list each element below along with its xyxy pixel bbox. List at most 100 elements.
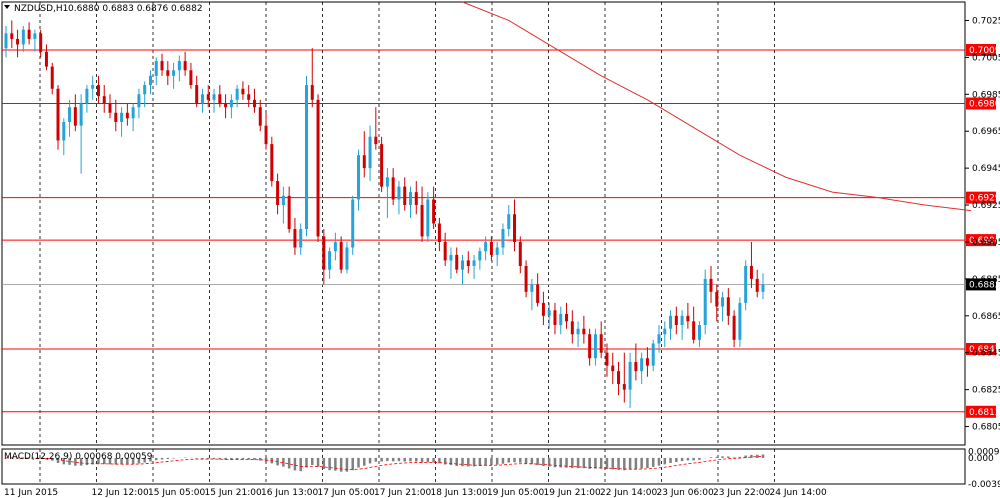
level-tag-label: 0.6929 [969, 194, 1000, 204]
candle-body [316, 99, 320, 237]
candle-body [154, 61, 158, 76]
candle-body [455, 254, 459, 270]
candle-body [68, 107, 72, 122]
level-tag-label: 0.6847 [969, 345, 1000, 355]
ohlc-label: 0.6880 0.6883 0.6876 0.6882 [68, 4, 203, 14]
chart-header: NZDUSD,H1 0.6880 0.6883 0.6876 0.6882 [4, 4, 203, 14]
candle-body [304, 85, 308, 230]
candle-body [697, 325, 701, 340]
candle-body [235, 88, 239, 100]
candle-body [148, 75, 152, 86]
main-frame [1, 1, 966, 446]
level-tag [966, 234, 996, 247]
y-tick-label: 0.6845 [972, 349, 1000, 359]
candle-body [39, 33, 43, 52]
candle-body [252, 99, 256, 108]
candle-body [414, 192, 418, 206]
level-tag [966, 343, 996, 356]
candle-body [241, 88, 245, 95]
candle-body [143, 85, 147, 95]
candle-body [258, 107, 262, 126]
x-tick-label: 15 Jun 05:00 [148, 488, 205, 498]
y-tick-label: 0.6985 [972, 90, 1000, 100]
candle-body [507, 214, 511, 230]
macd-tick-label: 0.00096 [968, 448, 1000, 458]
candle-body [461, 260, 465, 270]
x-tick-label: 16 Jun 13:00 [261, 488, 318, 498]
candle-body [721, 297, 725, 307]
candle-body [172, 70, 176, 76]
candle-body [495, 247, 499, 255]
moving-average [462, 1, 972, 212]
candle-body [229, 99, 233, 108]
candle-body [183, 61, 187, 71]
candle-body [102, 96, 106, 104]
candle-body [628, 361, 632, 390]
macd-tick-label: -0.00395 [968, 480, 1000, 490]
symbol-label: NZDUSD,H1 [14, 4, 68, 14]
candle-body [472, 260, 476, 266]
candle-body [287, 195, 291, 230]
candle-body [449, 254, 453, 261]
dropdown-triangle-icon[interactable] [4, 5, 10, 9]
y-tick-label: 0.7005 [972, 53, 1000, 63]
candle-body [518, 241, 522, 266]
candle-body [281, 195, 285, 206]
candle-body [62, 121, 66, 141]
candle-body [749, 265, 753, 279]
y-tick-label: 0.6905 [972, 238, 1000, 248]
x-tick-label: 22 Jun 14:00 [600, 488, 657, 498]
candle-body [91, 85, 95, 89]
candle-body [674, 315, 678, 326]
candle-body [264, 125, 268, 145]
candle-body [426, 199, 430, 237]
candle-body [322, 236, 326, 270]
x-tick-label: 17 Jun 21:00 [374, 488, 431, 498]
level-tag-label: 0.6813 [969, 408, 1000, 418]
candle-body [611, 365, 615, 372]
candle-body [599, 334, 603, 353]
macd-signal-line [5, 455, 764, 470]
candle-body [692, 321, 696, 340]
candle-body [553, 310, 557, 326]
y-tick-label: 0.6885 [972, 275, 1000, 285]
candle-body [755, 278, 759, 292]
candle-body [403, 186, 407, 206]
candle-body [593, 334, 597, 359]
candle-body [530, 284, 534, 292]
level-tag-label: 0.6980 [969, 100, 1000, 110]
y-tick-label: 0.7025 [972, 16, 1000, 26]
candle-body [212, 94, 216, 100]
candle-body [195, 85, 199, 104]
candle-body [524, 265, 528, 292]
candle-body [634, 361, 638, 372]
candle-body [420, 205, 424, 237]
candle-body [669, 315, 673, 329]
candle-body [333, 241, 337, 252]
candle-body [200, 94, 204, 104]
candle-body [10, 33, 14, 39]
candle-body [478, 251, 482, 261]
candle-body [310, 85, 314, 100]
candle-body [108, 103, 112, 113]
candle-body [368, 136, 372, 169]
y-tick-label: 0.6825 [972, 386, 1000, 396]
candle-body [709, 278, 713, 292]
horizontal-levels: 0.7009 0.6980 0.6929 0.6906 0.6847 0.6813 0.68… [2, 43, 1000, 418]
ma-line [462, 1, 972, 212]
candle-body [547, 310, 551, 316]
candle-body [125, 112, 129, 119]
candle-body [640, 358, 644, 372]
candle-body [166, 70, 170, 76]
grid [1, 1, 966, 485]
candle-body [484, 241, 488, 252]
macd-tick-label: 0.000 [968, 454, 994, 464]
candle-body [206, 94, 210, 100]
candle-body [345, 247, 349, 270]
candle-body [432, 199, 436, 224]
level-tag [966, 43, 996, 56]
current-price-tag [966, 278, 996, 291]
candle-body [16, 38, 20, 45]
candle-body [541, 302, 545, 316]
